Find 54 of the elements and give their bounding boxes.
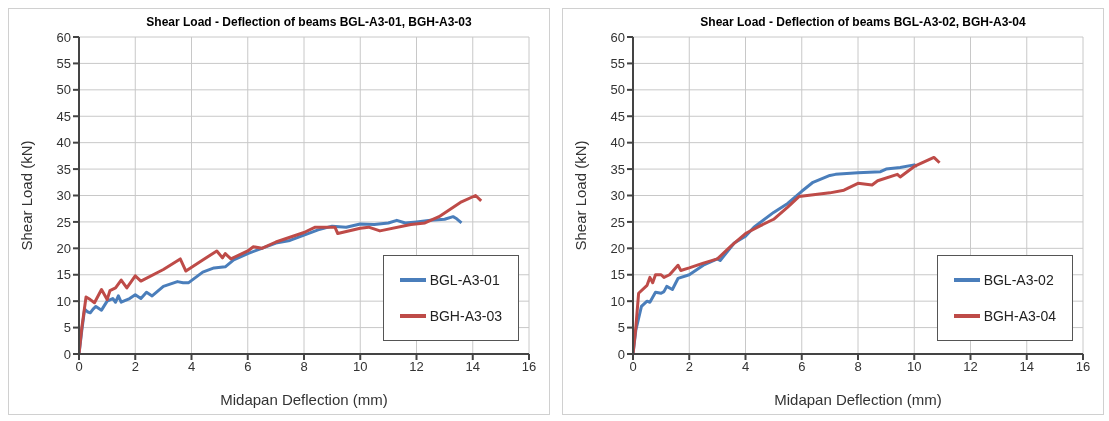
- legend-label: BGL-A3-02: [983, 272, 1054, 288]
- y-tick-label: 45: [56, 108, 71, 124]
- chart-title: Shear Load - Deflection of beams BGL-A3-01, BGH-A3-03: [145, 15, 473, 29]
- y-tick-label: 30: [610, 188, 625, 204]
- y-tick-label: 60: [56, 29, 71, 45]
- x-axis-title: Midapan Deflection (mm): [774, 390, 942, 408]
- x-tick-label: 4: [741, 359, 750, 375]
- x-tick-label: 0: [75, 359, 83, 375]
- x-axis-title: Midapan Deflection (mm): [220, 390, 388, 408]
- legend-label: BGL-A3-01: [429, 272, 500, 288]
- x-tick-label: 0: [629, 359, 637, 375]
- x-tick-label: 14: [1019, 359, 1034, 375]
- y-tick-label: 25: [56, 214, 71, 230]
- y-tick-label: 50: [56, 82, 71, 98]
- y-tick-label: 30: [56, 188, 71, 204]
- y-tick-label: 40: [610, 135, 625, 151]
- y-tick-label: 35: [610, 161, 625, 177]
- y-tick-label: 20: [56, 240, 71, 256]
- x-tick-label: 10: [353, 359, 368, 375]
- y-axis-title: Shear Load (kN): [18, 140, 36, 251]
- x-tick-label: 8: [854, 359, 862, 375]
- y-tick-label: 10: [56, 293, 71, 309]
- legend-label: BGH-A3-03: [429, 308, 502, 324]
- y-tick-label: 35: [56, 161, 71, 177]
- chart-title: Shear Load - Deflection of beams BGL-A3-02, BGH-A3-04: [699, 15, 1027, 29]
- y-tick-label: 5: [617, 320, 625, 336]
- y-tick-label: 40: [56, 135, 71, 151]
- y-tick-label: 20: [610, 240, 625, 256]
- x-tick-label: 12: [963, 359, 978, 375]
- x-tick-label: 16: [1075, 359, 1091, 375]
- x-tick-label: 6: [244, 359, 252, 375]
- y-tick-label: 55: [610, 56, 625, 72]
- x-tick-label: 4: [187, 359, 196, 375]
- y-tick-label: 5: [63, 320, 71, 336]
- x-tick-label: 12: [409, 359, 424, 375]
- legend-label: BGH-A3-04: [983, 308, 1056, 324]
- y-tick-label: 15: [56, 267, 71, 283]
- y-tick-label: 15: [610, 267, 625, 283]
- x-tick-label: 14: [465, 359, 480, 375]
- y-tick-label: 0: [617, 346, 625, 362]
- y-tick-label: 25: [610, 214, 625, 230]
- x-tick-label: 8: [300, 359, 308, 375]
- y-tick-label: 10: [610, 293, 625, 309]
- y-tick-label: 50: [610, 82, 625, 98]
- x-tick-label: 6: [798, 359, 806, 375]
- x-tick-label: 10: [907, 359, 922, 375]
- y-tick-label: 60: [610, 29, 625, 45]
- y-tick-label: 0: [63, 346, 71, 362]
- x-tick-label: 16: [521, 359, 537, 375]
- x-tick-label: 2: [685, 359, 693, 375]
- x-tick-label: 2: [131, 359, 139, 375]
- y-tick-label: 55: [56, 56, 71, 72]
- y-axis-title: Shear Load (kN): [572, 140, 590, 251]
- y-tick-label: 45: [610, 108, 625, 124]
